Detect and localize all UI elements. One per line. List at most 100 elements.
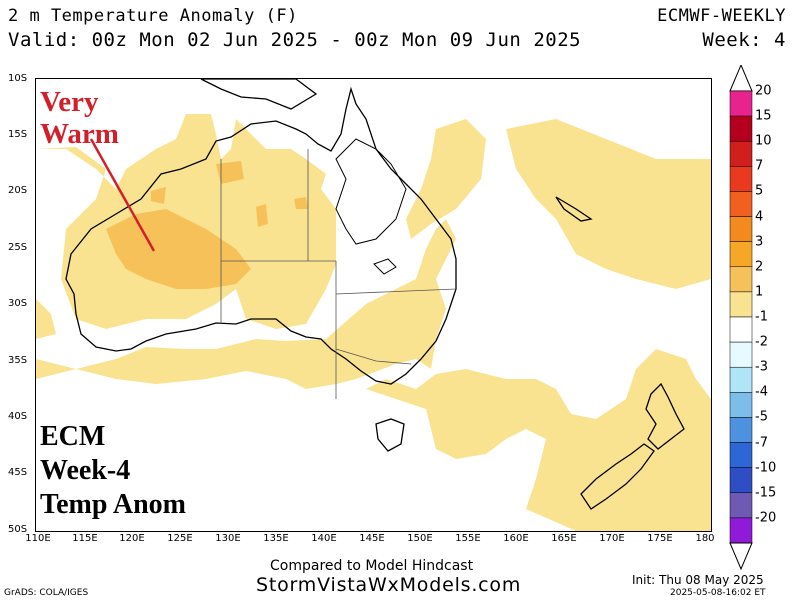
coastlines (65, 79, 685, 510)
lon-label: 125E (167, 533, 193, 544)
lat-label: 40S (8, 411, 28, 422)
colorbar-label: 20 (755, 83, 772, 99)
colorbar-swatch (729, 266, 753, 293)
map-canvas (36, 79, 711, 531)
anomaly-region-south (36, 219, 456, 389)
anomaly-region-indian (36, 299, 56, 339)
colorbar-label: -15 (755, 485, 777, 501)
lon-label: 110E (25, 533, 51, 544)
lon-label: 165E (551, 533, 577, 544)
map-panel (35, 78, 712, 532)
colorbar-swatch (729, 291, 753, 318)
colorbar-swatch (729, 166, 753, 192)
state-borders (220, 149, 457, 399)
tasmania-coast (375, 418, 405, 452)
hindcast-note: Compared to Model Hindcast (270, 558, 474, 574)
colorbar (729, 65, 753, 570)
colorbar-label: 1 (755, 284, 764, 300)
colorbar-swatch (729, 417, 753, 443)
colorbar-label: -7 (755, 435, 768, 451)
lon-label: 155E (455, 533, 481, 544)
new-caledonia (555, 196, 593, 222)
border-nsw-vic (335, 348, 412, 365)
warm-arrow (89, 138, 156, 252)
new-zealand-south (580, 443, 655, 510)
colorbar-swatch (729, 140, 753, 167)
lon-label: 170E (599, 533, 625, 544)
lat-label: 35S (8, 355, 28, 366)
colorbar-label: 10 (755, 133, 772, 149)
init-time: Init: Thu 08 May 2025 (632, 573, 764, 587)
lon-label: 135E (263, 533, 289, 544)
lat-label: 25S (8, 242, 28, 253)
lat-label: 15S (8, 129, 28, 140)
new-guinea-coast (200, 79, 318, 110)
colorbar-label: -1 (755, 309, 768, 325)
warm-spot-2 (216, 161, 244, 184)
colorbar-label: 2 (755, 259, 764, 275)
colorbar-swatch (729, 115, 753, 142)
generation-timestamp: 2025-05-08-16:02 ET (670, 588, 766, 598)
colorbar-bottom-arrow (729, 542, 753, 570)
colorbar-label: 15 (755, 108, 772, 124)
annotation-line: ECM (40, 421, 106, 452)
lat-label: 20S (8, 185, 28, 196)
annotation-line: Very (40, 86, 99, 118)
colorbar-label: -2 (755, 334, 768, 350)
colorbar-label: -3 (755, 359, 768, 375)
very-warm-annotation: Very Warm (40, 86, 119, 150)
lat-label: 45S (8, 467, 28, 478)
colorbar-swatch (729, 191, 753, 217)
lat-label: 50S (8, 524, 28, 535)
colorbar-label: -20 (755, 510, 777, 526)
map-title: 2 m Temperature Anomaly (F) (8, 6, 298, 26)
lon-label: 160E (503, 533, 529, 544)
colorbar-swatch (729, 492, 753, 519)
colorbar-label: 4 (755, 209, 764, 225)
valid-period: Valid: 00z Mon 02 Jun 2025 - 00z Mon 09 … (8, 29, 582, 51)
annotation-line: Warm (40, 118, 119, 150)
site-name: StormVistaWxModels.com (256, 574, 522, 596)
border-qld-nsw (335, 288, 457, 295)
colorbar-swatch (729, 241, 753, 268)
colorbar-label: -10 (755, 460, 777, 476)
ecm-label-annotation: ECM Week-4 Temp Anom (40, 420, 186, 522)
colorbar-swatch (729, 392, 753, 418)
lon-label: 140E (311, 533, 337, 544)
colorbar-label: -5 (755, 409, 768, 425)
colorbar-swatch (729, 341, 753, 368)
new-zealand-north (645, 382, 685, 450)
colorbar-swatch (729, 467, 753, 494)
week-label: Week: 4 (702, 29, 786, 51)
lat-label: 30S (8, 298, 28, 309)
zero-contour (335, 138, 407, 275)
lon-label: 145E (359, 533, 385, 544)
annotation-line: Week-4 (40, 455, 131, 486)
colorbar-label: -4 (755, 384, 768, 400)
colorbar-top-arrow (729, 65, 753, 92)
colorbar-label: 3 (755, 234, 764, 250)
lon-label: 150E (407, 533, 433, 544)
anomaly-region-tasman (366, 349, 711, 531)
warm-spot-1 (151, 187, 166, 204)
warm-spot-3 (256, 204, 268, 227)
colorbar-swatch (729, 517, 753, 544)
lon-label: 180 (695, 533, 715, 544)
anomaly-region-east (506, 119, 711, 289)
anomaly-region-coral (406, 119, 486, 239)
lon-label: 120E (119, 533, 145, 544)
australia-coast (65, 86, 457, 385)
annotation-line: Temp Anom (40, 489, 187, 520)
colorbar-swatch (729, 366, 753, 393)
grads-credit: GrADS: COLA/IGES (4, 588, 89, 598)
lat-label: 10S (8, 73, 28, 84)
colorbar-swatch (729, 316, 753, 343)
lon-label: 115E (72, 533, 98, 544)
model-name: ECMWF-WEEKLY (657, 6, 786, 26)
lon-label: 175E (647, 533, 673, 544)
lon-label: 130E (215, 533, 241, 544)
warm-spot-4 (294, 197, 308, 209)
colorbar-swatch (729, 442, 753, 468)
colorbar-swatch (729, 90, 753, 117)
colorbar-swatch (729, 216, 753, 242)
